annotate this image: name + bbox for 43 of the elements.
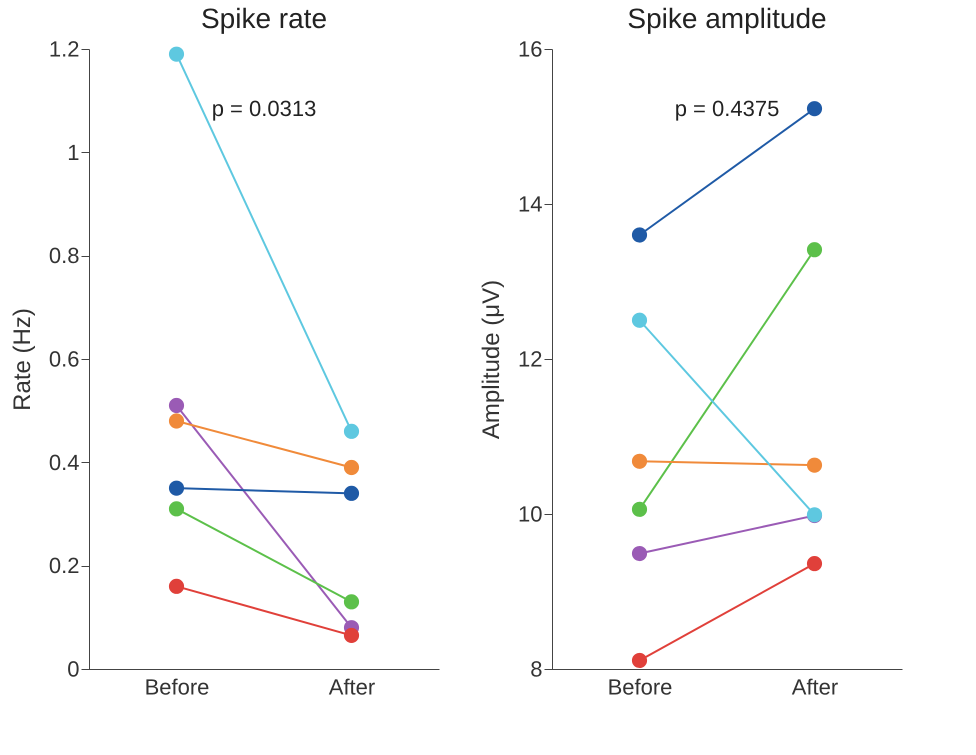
point	[344, 460, 360, 476]
point	[168, 480, 184, 496]
point	[806, 101, 822, 116]
y-tick-label: 1	[67, 140, 80, 165]
point	[344, 486, 360, 501]
annotation: p = 0.0313	[212, 96, 316, 121]
point	[632, 546, 648, 562]
point	[806, 556, 822, 572]
y-tick-label: 0.2	[48, 553, 80, 578]
y-tick-label: 0	[67, 656, 80, 682]
x-tick-label: After	[328, 674, 376, 700]
y-tick-label: 16	[518, 36, 542, 62]
x-tick-label: Before	[144, 674, 210, 700]
point	[632, 454, 648, 469]
point	[632, 312, 648, 328]
point	[344, 594, 360, 610]
point	[168, 501, 184, 516]
point	[168, 578, 184, 594]
y-tick-label: 8	[530, 656, 542, 682]
point	[344, 628, 360, 643]
point	[632, 227, 648, 243]
point	[344, 424, 360, 439]
y-tick-label: 14	[518, 192, 542, 216]
point	[632, 652, 648, 668]
y-tick-label: 12	[518, 346, 542, 372]
point	[806, 458, 822, 473]
y-tick-label: 0.6	[48, 346, 80, 372]
annotation: p = 0.4375	[674, 96, 780, 121]
y-tick-label: 0.4	[48, 450, 80, 475]
point	[806, 242, 822, 258]
point	[632, 502, 648, 517]
y-axis-title: Amplitude (μV)	[478, 280, 506, 440]
y-axis-title: Rate (Hz)	[8, 308, 36, 411]
y-tick-label: 10	[518, 502, 542, 526]
point	[168, 398, 184, 414]
point	[168, 46, 184, 62]
point	[168, 413, 184, 429]
x-tick-label: After	[792, 674, 838, 700]
y-tick-label: 1.2	[48, 36, 80, 62]
chart-title: Spike rate	[200, 3, 328, 34]
y-tick-label: 0.8	[48, 243, 80, 268]
chart-title: Spike amplitude	[627, 3, 827, 34]
x-tick-label: Before	[608, 674, 672, 700]
